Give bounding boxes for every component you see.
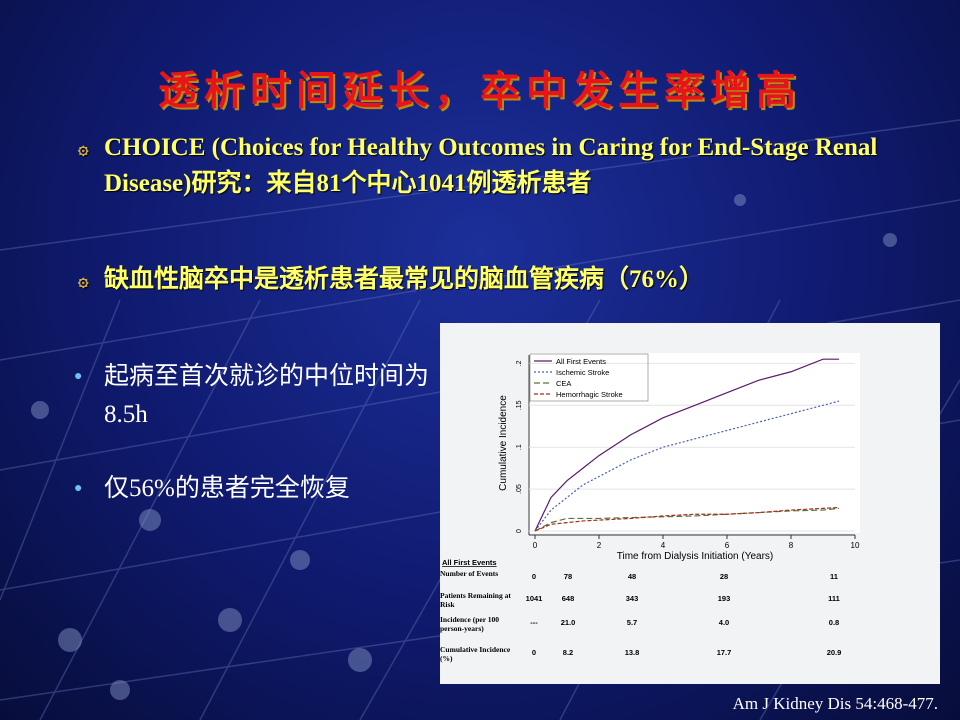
- legend-label: Ischemic Stroke: [556, 368, 609, 377]
- bullet: 缺血性脑卒中是透析患者最常见的脑血管疾病（76%）: [78, 262, 894, 298]
- table-cell: 48: [628, 572, 636, 581]
- x-tick-label: 6: [725, 541, 730, 550]
- table-cell: 20.9: [827, 648, 842, 657]
- table-row-cell: Cumulative Incidence (%): [440, 645, 511, 663]
- series-line: [534, 507, 840, 532]
- title: 透析时间延长，卒中发生率增高: [158, 68, 802, 113]
- citation: Am J Kidney Dis 54:468-477.: [732, 694, 938, 713]
- y-tick-label: .15: [516, 400, 523, 410]
- table-cell: 1041: [526, 594, 543, 603]
- x-tick-label: 0: [533, 541, 538, 550]
- side-point: 仅56%的患者完全恢复: [74, 470, 434, 508]
- bullet: CHOICE (Choices for Healthy Outcomes in …: [78, 130, 894, 202]
- table-cell: 0: [532, 572, 536, 581]
- table-cell: 13.8: [625, 648, 640, 657]
- x-axis-label: Time from Dialysis Initiation (Years): [617, 551, 774, 562]
- legend-label: All First Events: [556, 357, 606, 366]
- table-header: All First Events: [442, 558, 497, 567]
- y-tick-label: 0: [516, 529, 523, 533]
- plot-area: [528, 353, 860, 533]
- table-row-label: Patients Remaining at Risk: [440, 591, 511, 609]
- legend-label: CEA: [556, 379, 571, 388]
- table-cell: 111: [828, 594, 840, 603]
- table-cell: 648: [562, 594, 575, 603]
- legend-box: [529, 353, 649, 402]
- table-cell: 28: [720, 572, 728, 581]
- table-cell: 8.2: [563, 648, 573, 657]
- x-tick-label: 10: [851, 541, 860, 550]
- legend-label: Hemorrhagic Stroke: [556, 390, 623, 399]
- table-cell: 21.0: [561, 618, 576, 627]
- x-tick-label: 4: [661, 541, 666, 550]
- table-cell: 0: [532, 648, 536, 657]
- x-tick-label: 8: [789, 541, 794, 550]
- y-tick-label: .2: [516, 360, 523, 366]
- table-cell: 17.7: [717, 648, 732, 657]
- table-cell: 5.7: [627, 618, 637, 627]
- table-row-label: Incidence (per 100 person-years): [440, 615, 500, 633]
- series-line: [534, 358, 839, 532]
- table-cell: ---: [530, 618, 538, 627]
- table-cell: 343: [626, 594, 639, 603]
- figure: 0 .05 .1 .15 .2 0 2 4 6 8 10 Time from Dialysis Ini…: [440, 323, 940, 684]
- table-cell: 0.8: [829, 618, 839, 627]
- series-line: [534, 506, 840, 532]
- table-row-label: Cumulative Incidence (%): [440, 645, 511, 663]
- table-cell: 78: [564, 572, 572, 581]
- side-point: 起病至首次就诊的中位时间为8.5h: [74, 358, 434, 434]
- table-row-cell: Number of Events: [440, 569, 499, 578]
- table-row-label: Number of Events: [440, 569, 499, 578]
- table-cell: 11: [830, 572, 838, 581]
- y-tick-label: .05: [516, 484, 523, 494]
- table-row-cell: Patients Remaining at Risk: [440, 591, 511, 609]
- x-tick-label: 2: [597, 541, 602, 550]
- table-row-cell: Incidence (per 100 person-years): [440, 615, 500, 633]
- table-cell: 193: [718, 594, 731, 603]
- table-cell: 4.0: [719, 618, 729, 627]
- y-tick-label: .1: [516, 444, 523, 450]
- y-axis-label: Cumulative Incidence: [498, 395, 509, 491]
